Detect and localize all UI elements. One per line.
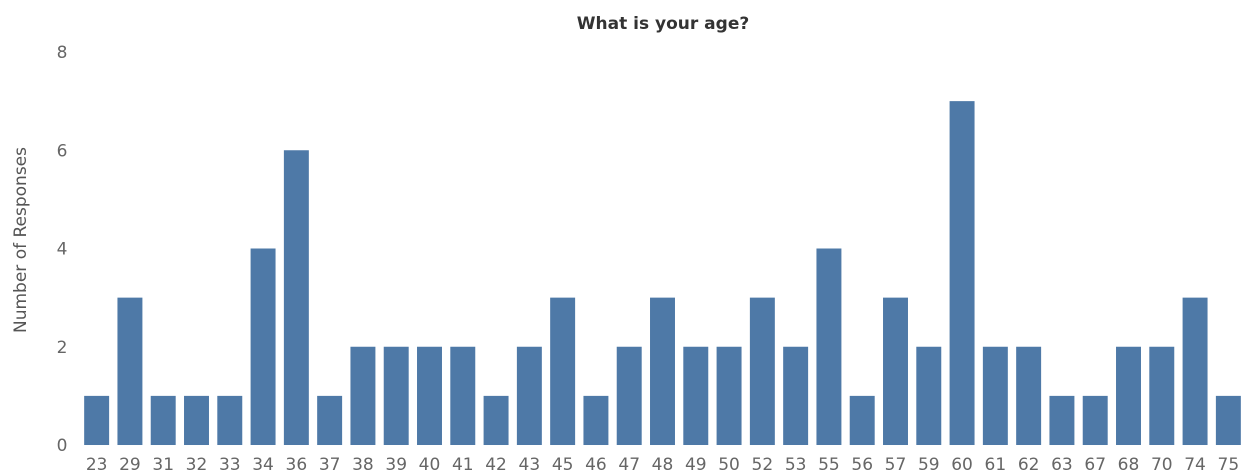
x-tick-label: 46 [585,455,607,475]
x-tick-label: 55 [818,455,840,475]
x-tick-label: 49 [685,455,707,475]
x-tick-label: 41 [452,455,474,475]
x-tick-label: 33 [219,455,241,475]
x-tick-label: 61 [985,455,1007,475]
bar-age-60 [949,101,975,446]
bar-age-31 [150,395,176,446]
bar-age-70 [1149,346,1175,445]
x-tick-label: 63 [1051,455,1073,475]
bar-age-57 [883,297,908,446]
x-tick-label: 53 [785,455,807,475]
x-tick-label: 29 [119,455,141,475]
bar-age-63 [1049,395,1075,446]
chart-title: What is your age? [577,14,749,34]
bar-age-67 [1082,395,1108,446]
bar-age-52 [749,297,775,446]
bar-age-56 [849,395,875,446]
x-tick-label: 52 [752,455,774,475]
x-tick-label: 42 [485,455,507,475]
x-tick-label: 37 [319,455,341,475]
x-tick-label: 47 [618,455,640,475]
bar-age-37 [317,395,343,446]
y-tick-label: 2 [57,338,68,358]
y-tick-label: 0 [57,436,68,456]
x-tick-label: 43 [519,455,541,475]
bar-age-49 [683,346,709,445]
bars-group [84,101,1241,446]
bar-age-38 [350,346,376,445]
bar-age-59 [916,346,942,445]
bar-age-74 [1182,297,1208,446]
y-axis-label: Number of Responses [11,147,31,333]
bar-age-50 [716,346,742,445]
bar-age-23 [84,395,110,446]
x-tick-label: 45 [552,455,574,475]
x-tick-label: 23 [86,455,108,475]
x-axis-ticks: 23 29 31 32 33 34 36 37 38 39 40 41 42 43 45 46 47 48 49 50… [86,455,1239,475]
x-tick-label: 68 [1118,455,1140,475]
bar-age-32 [184,395,209,446]
x-tick-label: 48 [652,455,674,475]
x-tick-label: 59 [918,455,940,475]
x-tick-label: 36 [286,455,308,475]
x-tick-label: 56 [851,455,873,475]
x-tick-label: 62 [1018,455,1040,475]
x-tick-label: 57 [885,455,907,475]
x-tick-label: 39 [385,455,407,475]
x-tick-label: 50 [718,455,740,475]
x-tick-label: 38 [352,455,374,475]
bar-age-36 [283,150,309,445]
bar-age-29 [117,297,143,446]
bar-age-75 [1215,395,1241,446]
x-tick-label: 40 [419,455,441,475]
bar-age-45 [550,297,576,446]
bar-age-55 [816,248,842,445]
x-tick-label: 34 [252,455,274,475]
x-tick-label: 75 [1218,455,1240,475]
y-axis-ticks: 0 2 4 6 8 [57,43,68,456]
bar-age-43 [516,346,542,445]
x-tick-label: 60 [951,455,973,475]
bar-age-61 [982,346,1008,445]
bar-age-48 [650,297,675,446]
y-tick-label: 4 [57,240,68,260]
bar-age-68 [1116,346,1141,445]
x-tick-label: 32 [186,455,208,475]
bar-age-40 [417,346,442,445]
bar-age-47 [616,346,642,445]
bar-age-46 [583,395,609,446]
y-tick-label: 6 [57,141,68,161]
x-tick-label: 74 [1184,455,1206,475]
bar-age-41 [450,346,476,445]
bar-age-53 [783,346,809,445]
bar-age-34 [250,248,276,445]
y-tick-label: 8 [57,43,68,63]
x-tick-label: 31 [152,455,174,475]
bar-age-39 [383,346,409,445]
bar-age-62 [1016,346,1042,445]
x-tick-label: 70 [1151,455,1173,475]
x-tick-label: 67 [1084,455,1106,475]
bar-age-42 [483,395,509,446]
bar-age-33 [217,395,243,446]
